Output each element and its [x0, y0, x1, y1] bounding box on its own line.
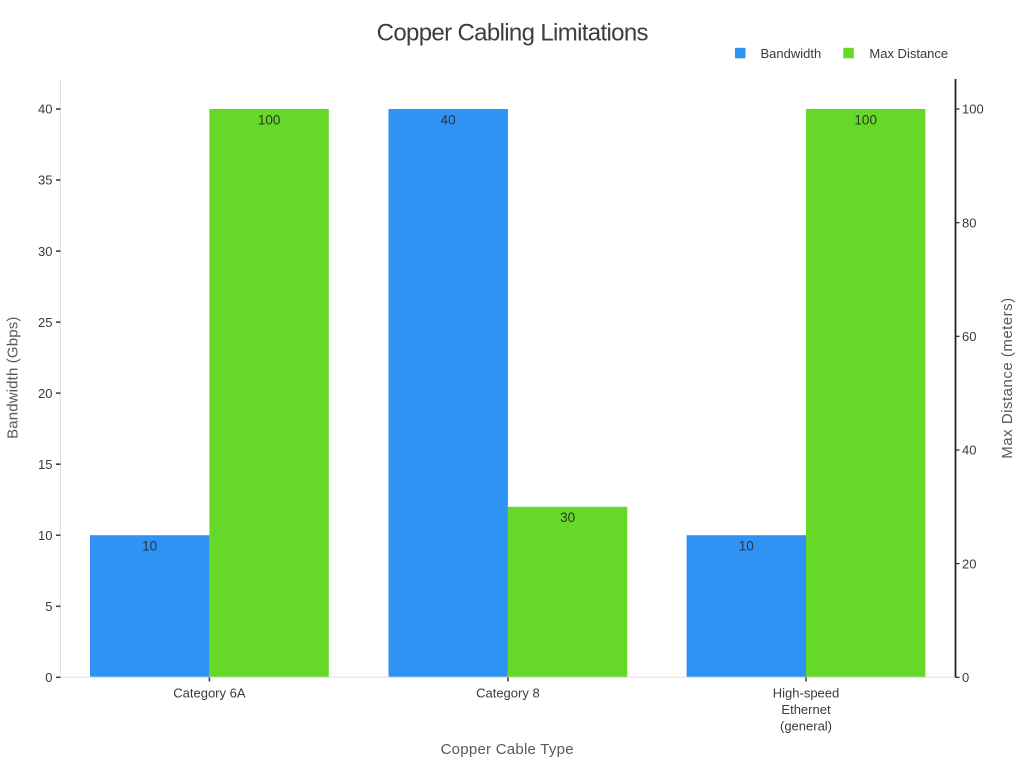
- svg-text:Max Distance: Max Distance: [869, 46, 948, 61]
- svg-text:100: 100: [258, 112, 281, 127]
- svg-text:40: 40: [441, 112, 456, 127]
- svg-text:Category 6A: Category 6A: [173, 685, 246, 700]
- svg-text:30: 30: [560, 510, 575, 525]
- svg-text:20: 20: [38, 386, 52, 401]
- svg-text:Copper Cabling Limitations: Copper Cabling Limitations: [377, 19, 649, 46]
- svg-text:10: 10: [142, 539, 157, 554]
- svg-text:100: 100: [962, 102, 984, 117]
- svg-text:Ethernet: Ethernet: [781, 702, 831, 717]
- svg-text:20: 20: [962, 556, 976, 571]
- svg-text:0: 0: [962, 670, 969, 685]
- svg-text:5: 5: [45, 599, 52, 614]
- svg-text:0: 0: [45, 670, 52, 685]
- svg-text:Category 8: Category 8: [476, 685, 540, 700]
- svg-text:80: 80: [962, 215, 976, 230]
- svg-text:Max Distance (meters): Max Distance (meters): [999, 297, 1016, 458]
- svg-text:40: 40: [962, 443, 976, 458]
- svg-text:Bandwidth: Bandwidth: [761, 46, 822, 61]
- svg-text:40: 40: [38, 102, 52, 117]
- svg-text:10: 10: [739, 539, 754, 554]
- svg-text:30: 30: [38, 244, 52, 259]
- svg-text:100: 100: [854, 112, 877, 127]
- svg-text:35: 35: [38, 173, 52, 188]
- svg-text:60: 60: [962, 329, 976, 344]
- svg-text:Bandwidth (Gbps): Bandwidth (Gbps): [5, 316, 22, 438]
- svg-text:25: 25: [38, 315, 52, 330]
- svg-text:(general): (general): [780, 718, 832, 733]
- svg-text:10: 10: [38, 528, 52, 543]
- svg-text:Copper Cable Type: Copper Cable Type: [441, 741, 574, 758]
- svg-text:High-speed: High-speed: [773, 685, 840, 700]
- svg-text:15: 15: [38, 457, 52, 472]
